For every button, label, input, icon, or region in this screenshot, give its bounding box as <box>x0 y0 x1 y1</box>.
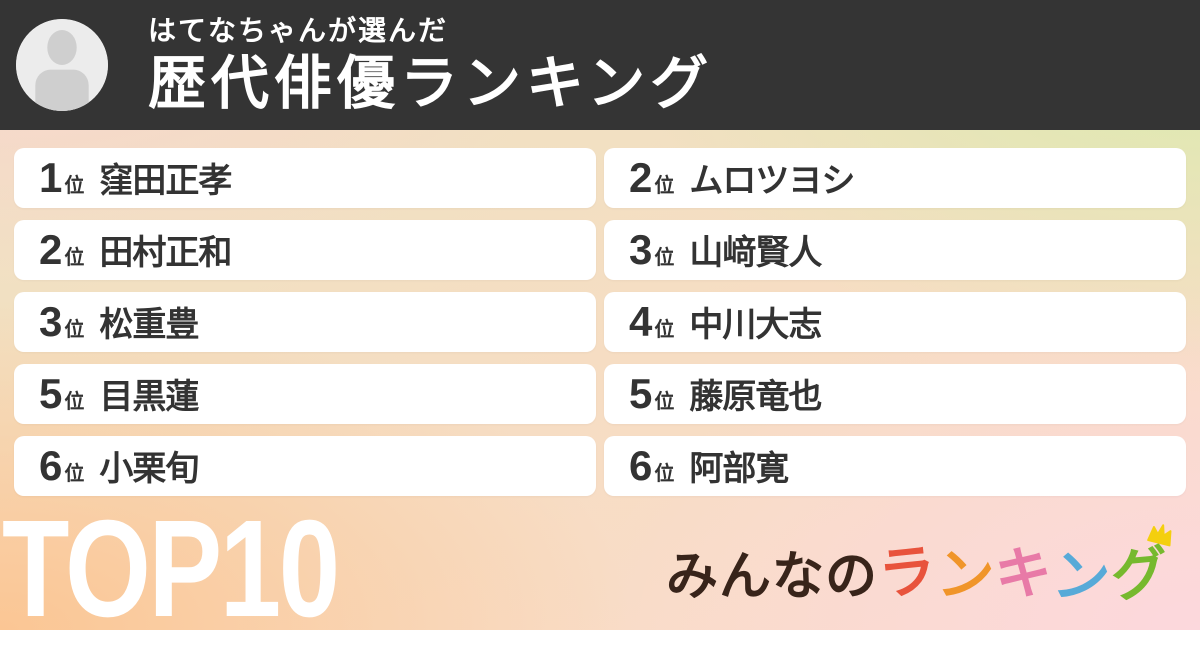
rank-suffix: 位 <box>654 175 675 197</box>
ranking-card: 5 位藤原竜也 <box>604 364 1186 424</box>
logo-char-n2: ン <box>1049 543 1113 613</box>
rank-suffix: 位 <box>654 391 675 413</box>
rank-number: 5 <box>39 370 63 417</box>
actor-name: 窪田正孝 <box>99 162 232 200</box>
logo-char-ra: ラ <box>875 538 939 608</box>
ranking-card: 2 位ムロツヨシ <box>604 148 1186 208</box>
ranking-grid: 1 位窪田正孝 2 位田村正和 3 位松重豊 5 位目黒蓮 6 位小栗旬 2 位ムロツヨシ … <box>14 148 1186 496</box>
rank-number: 2 <box>39 226 63 273</box>
top10-label: TOP10 <box>2 492 340 646</box>
header-text-block: はてなちゃんが選んだ 歴代俳優ランキング <box>148 17 713 113</box>
ranking-card: 3 位山﨑賢人 <box>604 220 1186 280</box>
ranking-card: 2 位田村正和 <box>14 220 596 280</box>
brand-logo: みんなのランキング <box>665 524 1172 613</box>
actor-name: 松重豊 <box>99 306 199 344</box>
actor-name: ムロツヨシ <box>689 162 855 200</box>
person-icon <box>16 19 108 111</box>
actor-name: 藤原竜也 <box>689 378 822 416</box>
rank-suffix: 位 <box>64 319 85 341</box>
rank-number: 3 <box>39 298 63 345</box>
logo-char-n1: ン <box>934 542 997 610</box>
rank-number: 1 <box>39 154 63 201</box>
actor-name: 山﨑賢人 <box>689 234 822 272</box>
ranking-card: 4 位中川大志 <box>604 292 1186 352</box>
ranking-card: 5 位目黒蓮 <box>14 364 596 424</box>
rank-suffix: 位 <box>64 391 85 413</box>
ranking-card: 1 位窪田正孝 <box>14 148 596 208</box>
rank-suffix: 位 <box>64 175 85 197</box>
rank-suffix: 位 <box>654 319 675 341</box>
rank-number: 6 <box>629 442 653 489</box>
logo-char-gu: グ <box>1108 540 1171 610</box>
ranking-card: 6 位阿部寛 <box>604 436 1186 496</box>
rank-number: 6 <box>39 442 63 489</box>
rank-suffix: 位 <box>654 247 675 269</box>
actor-name: 田村正和 <box>99 234 232 272</box>
page-title: 歴代俳優ランキング <box>148 51 714 116</box>
rank-number: 3 <box>629 226 653 273</box>
rank-suffix: 位 <box>64 463 85 485</box>
rank-number: 4 <box>629 298 653 345</box>
rank-suffix: 位 <box>64 247 85 269</box>
crown-icon <box>1147 524 1172 547</box>
rank-suffix: 位 <box>654 463 675 485</box>
avatar <box>16 19 108 111</box>
actor-name: 目黒蓮 <box>99 378 199 416</box>
header-bar: はてなちゃんが選んだ 歴代俳優ランキング <box>0 0 1200 130</box>
ranking-card: 6 位小栗旬 <box>14 436 596 496</box>
logo-char-ki: キ <box>992 540 1055 608</box>
actor-name: 阿部寛 <box>689 450 789 488</box>
actor-name: 中川大志 <box>689 306 822 344</box>
rank-number: 2 <box>629 154 653 201</box>
actor-name: 小栗旬 <box>99 450 199 488</box>
logo-text-prefix: みんなの <box>665 548 878 606</box>
attribution-text: はてなちゃんが選んだ <box>148 15 449 46</box>
ranking-card: 3 位松重豊 <box>14 292 596 352</box>
ranking-column-right: 2 位ムロツヨシ 3 位山﨑賢人 4 位中川大志 5 位藤原竜也 6 位阿部寛 <box>604 148 1186 496</box>
rank-number: 5 <box>629 370 653 417</box>
ranking-column-left: 1 位窪田正孝 2 位田村正和 3 位松重豊 5 位目黒蓮 6 位小栗旬 <box>14 148 596 496</box>
